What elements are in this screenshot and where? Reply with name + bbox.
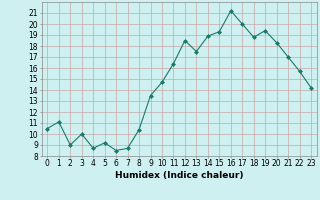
X-axis label: Humidex (Indice chaleur): Humidex (Indice chaleur) [115,171,244,180]
